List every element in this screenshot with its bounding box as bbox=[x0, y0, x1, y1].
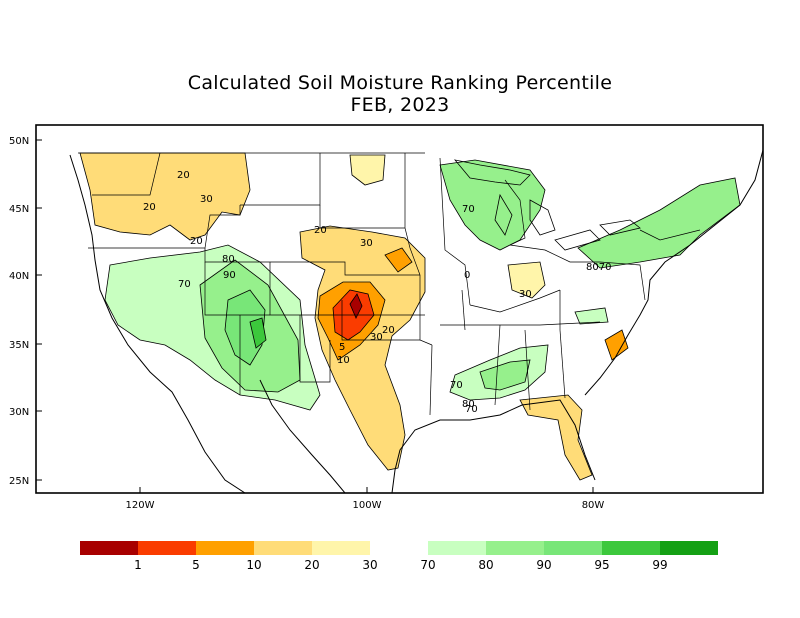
dry-region-carolina bbox=[604, 329, 629, 361]
dry-region-kansas-center bbox=[349, 293, 363, 319]
contour-label: 70 bbox=[465, 404, 478, 415]
dry-region-montana-light bbox=[349, 154, 386, 186]
legend-wet-swatch bbox=[602, 541, 660, 555]
lat-tick-labels: 50N 45N 40N 35N 30N 25N bbox=[9, 136, 29, 487]
contour-label: 30 bbox=[360, 238, 373, 249]
contour-label: 20 bbox=[314, 225, 327, 236]
lat-tick-label: 40N bbox=[9, 271, 29, 282]
contour-label: 0 bbox=[464, 270, 470, 281]
contour-labels: 20 30 20 20 30 20 80 90 70 70 0 30 8070 … bbox=[143, 170, 611, 415]
legend-wet-swatch bbox=[660, 541, 718, 555]
lon-axis bbox=[139, 487, 594, 493]
lon-tick-labels: 120W 100W 80W bbox=[126, 500, 605, 511]
legend-wet-swatch bbox=[486, 541, 544, 555]
legend-label: 30 bbox=[362, 558, 377, 572]
legend-dry-swatch bbox=[254, 541, 312, 555]
contour-label: 70 bbox=[462, 204, 475, 215]
wet-regions bbox=[104, 159, 741, 411]
map-canvas: 20 30 20 20 30 20 80 90 70 70 0 30 8070 … bbox=[69, 149, 763, 493]
wet-region-great-lakes bbox=[439, 159, 546, 251]
contour-label: 30 bbox=[519, 289, 532, 300]
legend-dry-swatch bbox=[196, 541, 254, 555]
contour-label: 5 bbox=[339, 342, 345, 353]
wet-region-southeast-core bbox=[479, 359, 531, 391]
lat-tick-label: 25N bbox=[9, 476, 29, 487]
lon-tick-label: 80W bbox=[582, 500, 605, 511]
legend-wet-swatches bbox=[428, 541, 718, 555]
dry-region-northwest bbox=[79, 152, 251, 241]
legend-dry-swatch bbox=[138, 541, 196, 555]
lat-axis bbox=[36, 139, 42, 481]
contour-label: 80 bbox=[462, 399, 475, 410]
legend-label: 70 bbox=[420, 558, 435, 572]
legend: 1 5 10 20 30 70 80 90 95 99 bbox=[80, 541, 718, 572]
contour-label: 30 bbox=[200, 194, 213, 205]
legend-wet-swatch bbox=[428, 541, 486, 555]
great-lakes bbox=[453, 159, 641, 251]
lat-tick-label: 50N bbox=[9, 136, 29, 147]
legend-label: 90 bbox=[536, 558, 551, 572]
legend-label: 20 bbox=[304, 558, 319, 572]
lat-tick-label: 45N bbox=[9, 204, 29, 215]
dry-region-ohio bbox=[507, 261, 546, 299]
legend-dry-swatch bbox=[80, 541, 138, 555]
contour-label: 80 bbox=[222, 254, 235, 265]
state-borders bbox=[78, 152, 701, 416]
map-title: Calculated Soil Moisture Ranking Percent… bbox=[187, 72, 613, 94]
legend-labels: 1 5 10 20 30 70 80 90 95 99 bbox=[134, 558, 667, 572]
contour-label: 70 bbox=[450, 380, 463, 391]
legend-label: 1 bbox=[134, 558, 142, 572]
contour-label: 30 bbox=[370, 332, 383, 343]
wet-region-virginia bbox=[574, 307, 609, 325]
legend-label: 5 bbox=[192, 558, 200, 572]
legend-label: 80 bbox=[478, 558, 493, 572]
legend-label: 10 bbox=[246, 558, 261, 572]
contour-label: 20 bbox=[190, 236, 203, 247]
lat-tick-label: 30N bbox=[9, 407, 29, 418]
legend-dry-swatches bbox=[80, 541, 370, 555]
legend-label: 95 bbox=[594, 558, 609, 572]
legend-wet-swatch bbox=[544, 541, 602, 555]
legend-label: 99 bbox=[652, 558, 667, 572]
contour-label: 90 bbox=[223, 270, 236, 281]
map-subtitle: FEB, 2023 bbox=[350, 94, 450, 116]
wet-region-west-core bbox=[224, 289, 266, 366]
contour-label: 20 bbox=[143, 202, 156, 213]
lon-tick-label: 120W bbox=[126, 500, 155, 511]
wet-region-northeast bbox=[577, 177, 741, 269]
lat-tick-label: 35N bbox=[9, 340, 29, 351]
dry-region-plains bbox=[299, 225, 426, 471]
coastlines bbox=[69, 149, 763, 493]
contour-label: 10 bbox=[337, 355, 350, 366]
contour-label: 20 bbox=[177, 170, 190, 181]
legend-dry-swatch bbox=[312, 541, 370, 555]
dry-region-florida bbox=[519, 394, 593, 481]
wet-region-arizona-peak bbox=[249, 317, 267, 349]
contour-label: 8070 bbox=[586, 262, 611, 273]
contour-label: 20 bbox=[382, 325, 395, 336]
dry-region-nebraska-spot bbox=[384, 247, 413, 273]
lon-tick-label: 100W bbox=[353, 500, 382, 511]
contour-label: 70 bbox=[178, 279, 191, 290]
map-frame bbox=[35, 124, 764, 494]
